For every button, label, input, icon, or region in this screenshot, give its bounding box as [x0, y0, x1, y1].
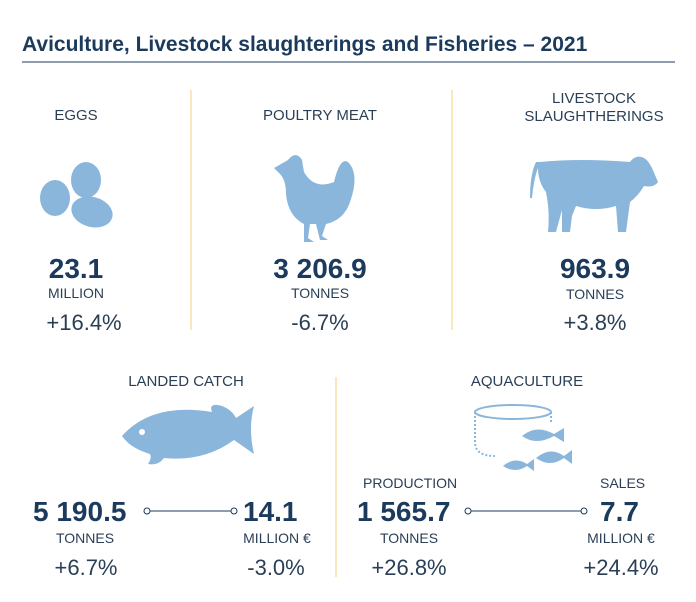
value: 14.1	[243, 496, 298, 527]
change: -3.0%	[247, 555, 305, 580]
label: PRODUCTION	[363, 475, 458, 491]
cow-icon	[530, 156, 658, 232]
label: POULTRY MEAT	[263, 107, 377, 124]
eggs-icon	[40, 162, 113, 228]
change: +3.8%	[563, 310, 627, 335]
change: +6.7%	[54, 555, 118, 580]
label: SALES	[600, 475, 646, 491]
value: 7.7	[600, 496, 639, 527]
value: 963.9	[559, 253, 631, 284]
unit: TONNES	[290, 285, 350, 301]
unit: TONNES	[379, 530, 439, 546]
value: 5 190.5	[33, 496, 127, 527]
fish-icon	[122, 404, 254, 465]
label: LANDED CATCH	[128, 373, 244, 390]
unit: MILLION	[47, 285, 105, 301]
value: 3 206.9	[273, 253, 367, 284]
label: LIVESTOCK SLAUGHTHERINGS	[524, 90, 664, 125]
change: -6.7%	[291, 310, 349, 335]
change: +24.4%	[583, 555, 659, 580]
label: EGGS	[54, 107, 98, 124]
unit: TONNES	[565, 286, 625, 302]
connector	[143, 507, 588, 515]
label: AQUACULTURE	[470, 373, 584, 390]
aquaculture-icon	[474, 404, 572, 471]
value: 23.1	[48, 253, 104, 284]
value: 1 565.7	[357, 496, 451, 527]
unit: TONNES	[55, 530, 115, 546]
chicken-icon	[274, 155, 355, 242]
change: +16.4%	[46, 310, 122, 335]
title: Aviculture, Livestock slaughterings and …	[22, 33, 588, 56]
unit: MILLION €	[587, 530, 655, 546]
unit: MILLION €	[243, 530, 311, 546]
change: +26.8%	[371, 555, 447, 580]
